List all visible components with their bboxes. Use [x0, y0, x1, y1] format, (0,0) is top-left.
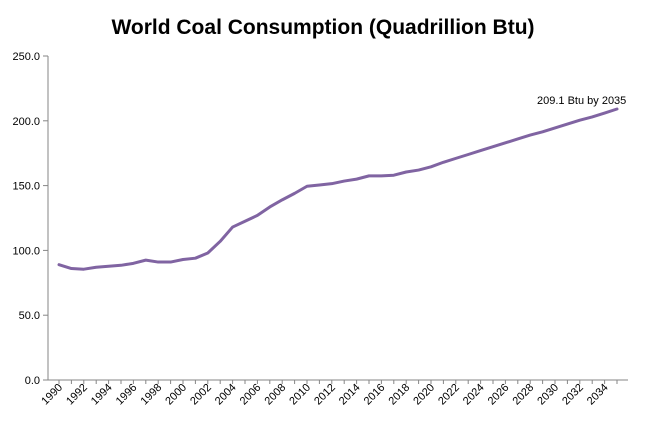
x-tick-label: 2002 [188, 382, 214, 408]
x-ticks: 1990 1992 1994 1996 1998 2000 2002 2004 2006 2008… [39, 380, 618, 408]
annotation-label: 209.1 Btu by 2035 [537, 95, 626, 107]
x-tick-label: 2000 [163, 382, 189, 408]
x-tick-label: 2016 [362, 382, 388, 408]
x-tick-label: 2020 [411, 382, 437, 408]
y-tick-label: 200.0 [12, 116, 40, 128]
x-tick-label: 2026 [486, 382, 512, 408]
x-tick-label: 2014 [337, 382, 363, 408]
x-tick-label: 2008 [263, 382, 289, 408]
x-tick-label: 2024 [461, 382, 487, 408]
y-tick-label: 50.0 [19, 310, 40, 322]
x-tick-label: 1994 [89, 382, 115, 408]
y-tick-label: 0.0 [25, 375, 40, 387]
y-tick-label: 150.0 [12, 181, 40, 193]
y-tick-label: 250.0 [12, 51, 40, 63]
x-tick-label: 2022 [436, 382, 462, 408]
y-ticks: 0.0 50.0 100.0 150.0 200.0 250.0 [12, 51, 48, 387]
x-tick-label: 1996 [114, 382, 140, 408]
series-line [57, 107, 619, 271]
x-tick-label: 2032 [560, 382, 586, 408]
x-tick-label: 2030 [535, 382, 561, 408]
chart-title: World Coal Consumption (Quadrillion Btu) [111, 16, 534, 39]
x-tick-label: 2012 [312, 382, 338, 408]
x-tick-label: 1998 [139, 382, 165, 408]
x-tick-label: 2006 [238, 382, 264, 408]
x-tick-label: 2034 [585, 382, 611, 408]
x-tick-label: 2018 [387, 382, 413, 408]
x-tick-label: 1990 [39, 382, 65, 408]
y-tick-label: 100.0 [12, 245, 40, 257]
x-tick-label: 2004 [213, 382, 239, 408]
x-tick-label: 2010 [287, 382, 313, 408]
x-tick-label: 2028 [511, 382, 537, 408]
x-tick-label: 1992 [64, 382, 90, 408]
